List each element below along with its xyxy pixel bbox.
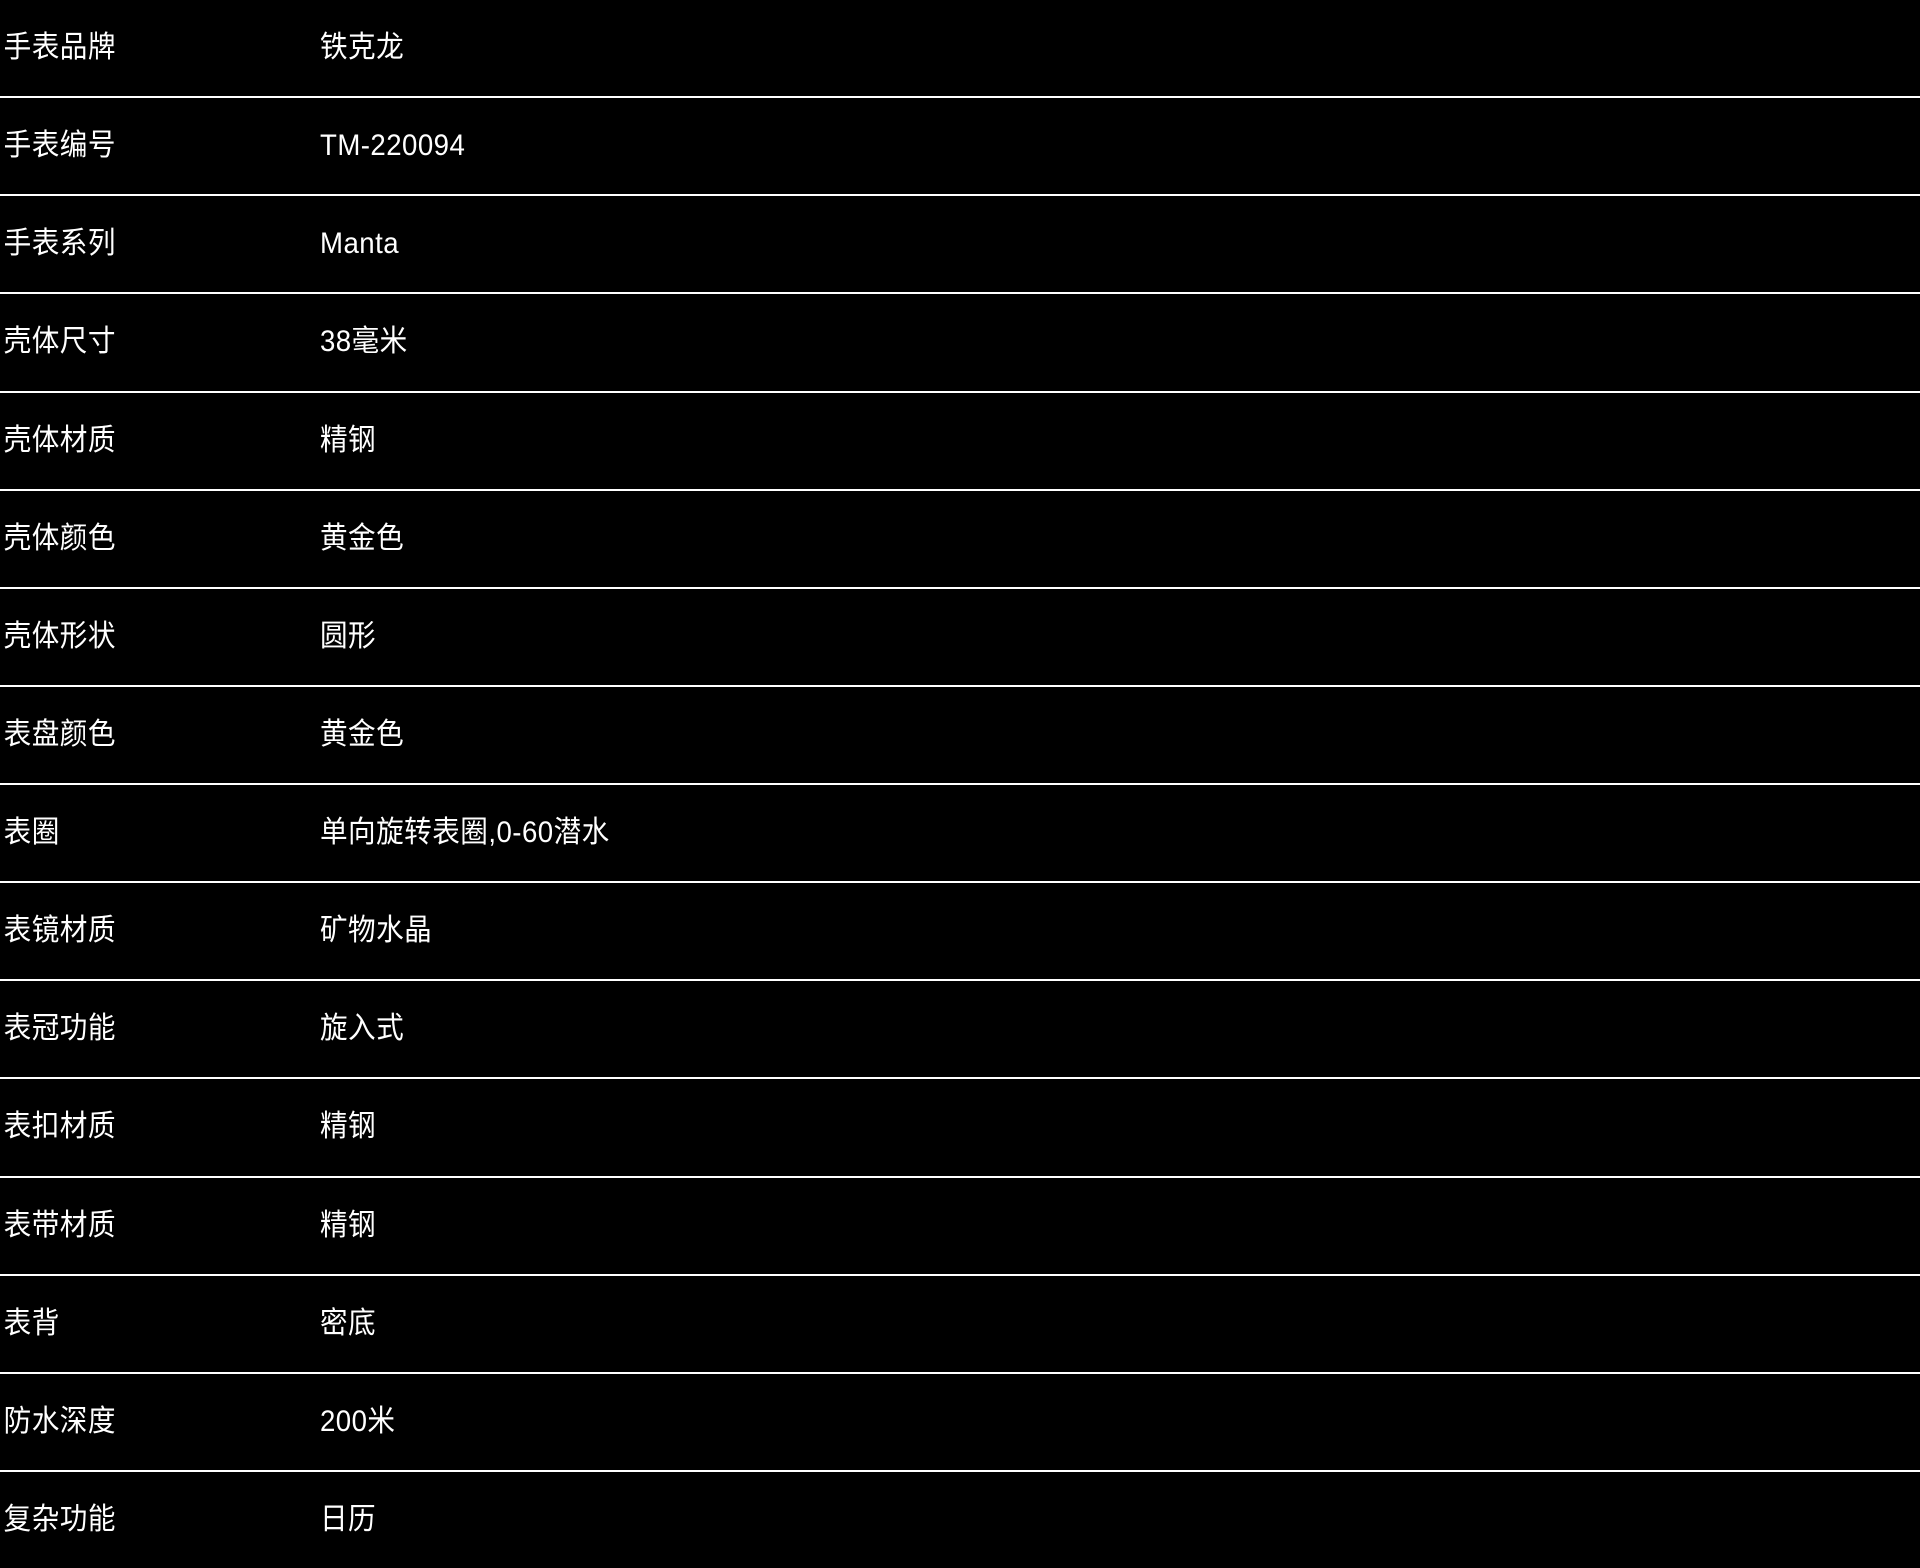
- spec-value: 精钢: [320, 423, 377, 457]
- spec-label: 壳体尺寸: [3, 325, 116, 359]
- spec-label: 表镜材质: [3, 914, 116, 948]
- spec-label: 复杂功能: [3, 1502, 116, 1536]
- table-row: 表背 密底: [0, 1273, 1920, 1372]
- table-row: 表盘颜色 黄金色: [0, 684, 1920, 783]
- table-row: 手表品牌 铁克龙: [0, 0, 1920, 96]
- spec-label: 表冠功能: [3, 1012, 116, 1046]
- spec-value: 单向旋转表圈,0-60潜水: [320, 816, 610, 850]
- table-row: 手表编号 TM-220094: [0, 96, 1920, 194]
- spec-label: 壳体颜色: [3, 521, 116, 555]
- spec-value: 铁克龙: [320, 31, 405, 65]
- table-row: 壳体形状 圆形: [0, 586, 1920, 685]
- table-row: 壳体材质 精钢: [0, 390, 1920, 489]
- spec-value: 38毫米: [320, 325, 408, 359]
- spec-value: 日历: [320, 1502, 377, 1536]
- table-row: 壳体尺寸 38毫米: [0, 292, 1920, 390]
- spec-label: 壳体材质: [3, 423, 116, 457]
- spec-value: Manta: [320, 227, 400, 261]
- table-row: 防水深度 200米: [0, 1371, 1920, 1470]
- spec-value: 黄金色: [320, 521, 405, 555]
- table-row: 手表系列 Manta: [0, 194, 1920, 292]
- table-row: 复杂功能 日历: [0, 1469, 1920, 1568]
- spec-label: 表扣材质: [3, 1110, 116, 1144]
- spec-label: 防水深度: [3, 1404, 116, 1438]
- table-row: 表镜材质 矿物水晶: [0, 881, 1920, 979]
- table-row: 表带材质 精钢: [0, 1175, 1920, 1274]
- spec-value: 旋入式: [320, 1012, 405, 1046]
- spec-value: 黄金色: [320, 717, 405, 751]
- table-row: 表扣材质 精钢: [0, 1077, 1920, 1175]
- spec-value: 圆形: [320, 619, 377, 653]
- spec-label: 表带材质: [3, 1208, 116, 1242]
- spec-value: 精钢: [320, 1110, 377, 1144]
- spec-value: 200米: [320, 1404, 396, 1438]
- spec-label: 表盘颜色: [3, 717, 116, 751]
- spec-value: 矿物水晶: [320, 914, 433, 948]
- spec-label: 表背: [3, 1306, 60, 1340]
- spec-label: 表圈: [3, 816, 60, 850]
- spec-label: 手表品牌: [3, 31, 116, 65]
- spec-label: 手表系列: [3, 227, 116, 261]
- spec-label: 手表编号: [3, 129, 116, 163]
- table-row: 表冠功能 旋入式: [0, 979, 1920, 1077]
- spec-value: 精钢: [320, 1208, 377, 1242]
- table-row: 壳体颜色 黄金色: [0, 488, 1920, 587]
- spec-value: 密底: [320, 1306, 377, 1340]
- spec-label: 壳体形状: [3, 619, 116, 653]
- table-row: 表圈 单向旋转表圈,0-60潜水: [0, 783, 1920, 881]
- spec-value: TM-220094: [320, 129, 466, 163]
